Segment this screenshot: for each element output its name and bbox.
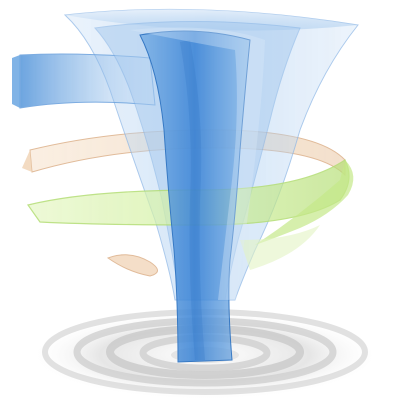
funnel-core bbox=[139, 30, 251, 363]
funnel-front-veil bbox=[130, 27, 265, 301]
